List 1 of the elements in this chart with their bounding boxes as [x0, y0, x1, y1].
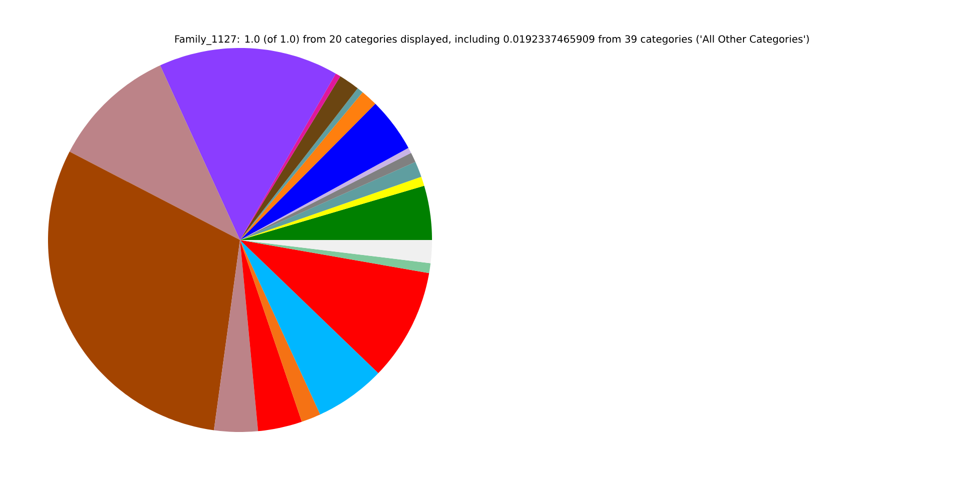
text: Family_1127: 1.0 (of 1.0) from 20 categories displayed, including 0.0192337465909 from 39 categories ('All Other Categories')	[175, 35, 809, 45]
